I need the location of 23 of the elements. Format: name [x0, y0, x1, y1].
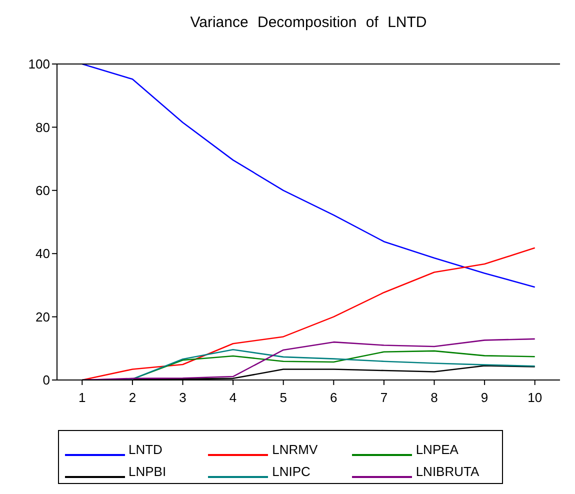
legend-label: LNPBI [128, 464, 166, 479]
x-tick-label: 4 [229, 390, 237, 406]
y-tick-label: 100 [28, 56, 50, 72]
y-tick-label: 40 [36, 246, 50, 262]
x-tick-label: 5 [280, 390, 287, 406]
x-tick-label: 10 [528, 390, 542, 406]
x-tick-label: 6 [330, 390, 338, 406]
legend-label: LNTD [128, 442, 162, 457]
legend-label: LNPEA [416, 442, 458, 457]
legend-label: LNRMV [272, 442, 318, 457]
x-tick-label: 3 [179, 390, 186, 406]
y-tick-label: 20 [36, 309, 50, 324]
legend-label: LNIBRUTA [416, 464, 480, 479]
y-tick-label: 80 [36, 120, 50, 135]
y-tick-label: 60 [36, 183, 50, 198]
x-tick-label: 2 [128, 390, 136, 406]
x-tick-label: 1 [78, 390, 86, 406]
x-tick-label: 8 [430, 390, 438, 406]
x-tick-label: 7 [380, 390, 388, 406]
legend-label: LNIPC [272, 464, 310, 479]
x-tick-label: 9 [480, 390, 488, 406]
chart-title: Variance Decomposition of LNTD [189, 14, 428, 31]
y-tick-label: 0 [42, 372, 50, 388]
